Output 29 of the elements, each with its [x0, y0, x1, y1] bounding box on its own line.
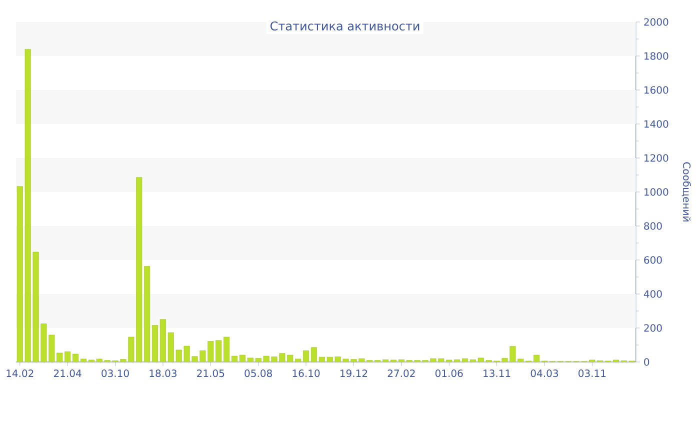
y-axis-title: Сообщений	[682, 162, 691, 222]
x-tick-label: 13.11	[484, 370, 510, 378]
y-tick-label: 1200	[644, 154, 668, 162]
y-tick-label: 0	[644, 358, 650, 366]
x-tick-label: 27.02	[388, 370, 415, 378]
y-tick-label: 1600	[644, 86, 668, 94]
x-tick-label: 03.10	[102, 370, 129, 378]
x-tick-label: 16.10	[292, 370, 320, 378]
y-tick-label: 1000	[644, 188, 668, 196]
x-tick-label: 21.04	[54, 370, 82, 378]
y-tick-label: 2000	[644, 18, 668, 26]
x-tick-label: 21.05	[197, 370, 224, 378]
y-tick-label: 400	[644, 290, 662, 298]
y-tick-label: 1800	[644, 52, 668, 60]
y-tick-label: 200	[644, 324, 662, 332]
x-tick-label: 18.03	[150, 370, 176, 378]
x-tick-label: 19.12	[340, 370, 368, 378]
x-tick-label: 01.06	[435, 370, 463, 378]
bar	[152, 325, 158, 362]
bar	[462, 358, 468, 362]
bar	[231, 356, 238, 362]
x-tick-label: 03.11	[578, 370, 606, 378]
x-tick-label: 04.03	[530, 370, 558, 378]
y-tick-label: 800	[644, 222, 662, 230]
x-tick-label: 05.08	[244, 370, 272, 378]
y-tick-label: 600	[644, 256, 662, 264]
y-tick-label: 1400	[644, 120, 668, 128]
x-tick-label: 14.02	[6, 370, 34, 378]
chart-title: Статистика активности	[270, 21, 420, 31]
